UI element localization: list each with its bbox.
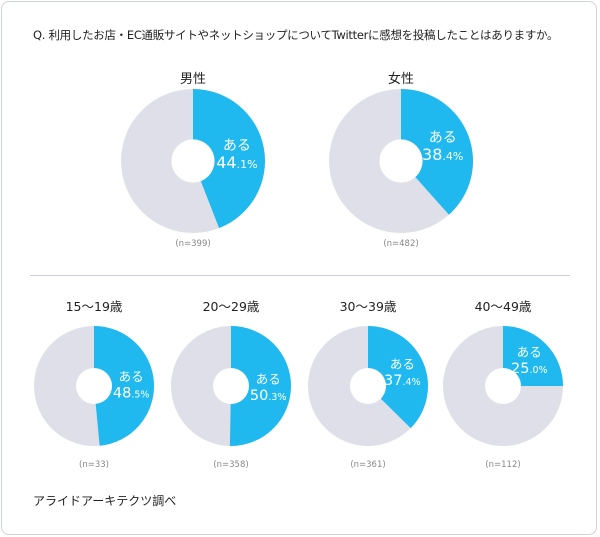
slice-label: ある [390,357,415,372]
source-note: アライドアーキテクツ調べ [33,494,177,508]
sample-size: (n=112) [485,460,520,470]
pie-slice-yes [94,325,155,446]
slice-value: 25.0% [511,361,548,377]
question-title: Q. 利用したお店・EC通販サイトやネットショップについてTwitterに感想を… [33,28,559,42]
slice-value: 37.4% [384,373,421,389]
chart-title: 30〜39歳 [340,299,397,314]
donut-hole [171,139,215,183]
sample-size: (n=33) [79,460,109,470]
slice-label: ある [119,369,144,384]
pie-slice-yes [229,326,291,446]
sample-size: (n=361) [350,460,385,470]
sample-size: (n=358) [213,460,248,470]
donut-hole [379,139,423,183]
pie-slice-yes [193,89,265,229]
sample-size: (n=399) [175,239,210,249]
sample-size: (n=482) [383,239,418,249]
chart-title: 20〜29歳 [203,299,260,314]
slice-value: 38.4% [422,145,463,164]
slice-label: ある [517,345,542,360]
slice-value: 44.1% [216,153,257,172]
chart-title: 女性 [388,71,414,87]
slice-value: 48.5% [113,386,150,402]
slice-label: ある [223,138,251,154]
slice-label: ある [429,130,457,146]
pie-slice-yes [503,326,563,386]
slice-label: ある [256,371,281,386]
pie-slice-yes [401,89,474,215]
divider [30,275,570,276]
donut-hole [485,368,521,404]
chart-title: 40〜49歳 [475,299,532,314]
slice-value: 50.3% [250,388,287,404]
chart-title: 15〜19歳 [66,299,123,314]
donut-hole [76,368,112,404]
donut-hole [350,368,386,404]
chart-title: 男性 [180,72,206,87]
donut-hole [213,368,249,404]
pie-slice-yes [368,326,429,429]
